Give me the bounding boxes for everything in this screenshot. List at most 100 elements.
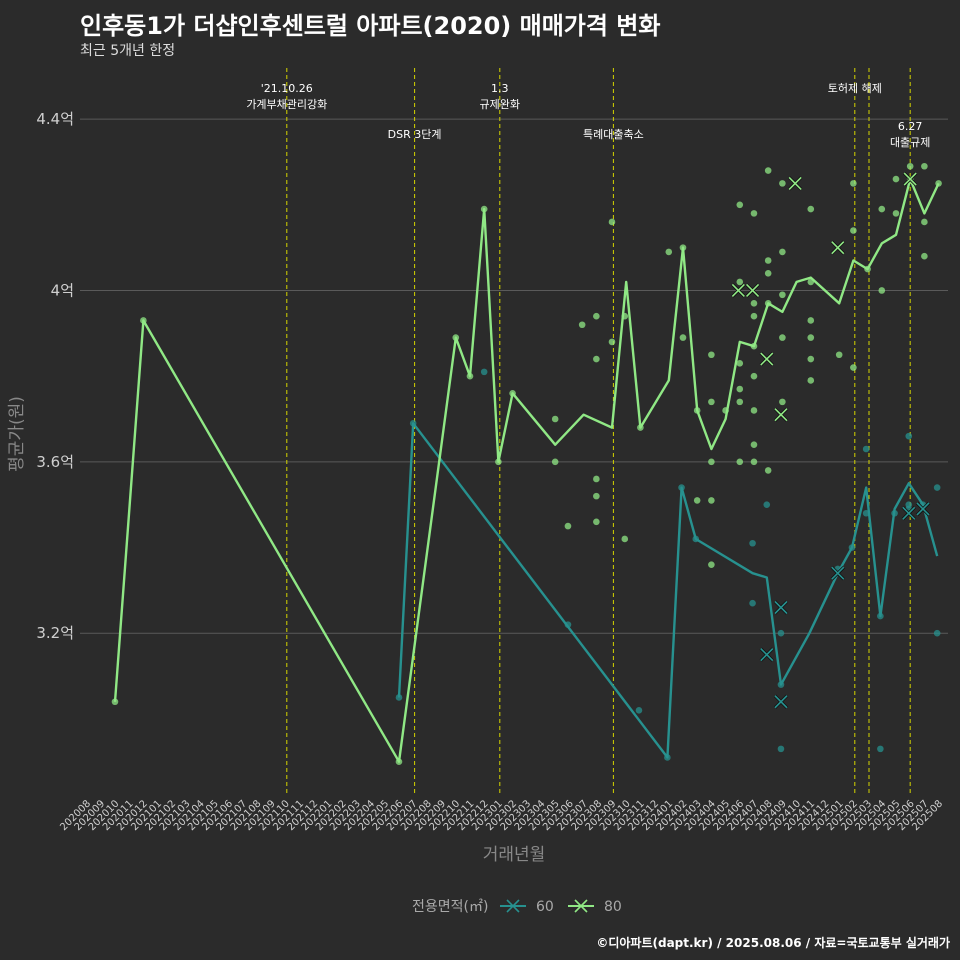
trade-point-60 bbox=[749, 539, 756, 547]
event-label: DSR 3단계 bbox=[388, 128, 442, 141]
trade-point-80 bbox=[779, 248, 786, 256]
series-line-80 bbox=[113, 177, 940, 763]
trade-point-80 bbox=[807, 334, 815, 341]
x-axis-title: 거래년월 bbox=[483, 845, 546, 865]
trade-point-80 bbox=[878, 287, 886, 294]
trade-point-80 bbox=[551, 458, 559, 466]
trade-point-80 bbox=[750, 458, 758, 466]
cross-marker-60 bbox=[774, 600, 788, 615]
trade-point-80 bbox=[608, 218, 616, 226]
trade-point-60 bbox=[877, 745, 884, 753]
trade-point-80 bbox=[779, 334, 786, 341]
trade-point-80 bbox=[621, 535, 629, 543]
legend-title: 전용면적(㎡) bbox=[412, 899, 488, 915]
trade-point-80 bbox=[750, 210, 758, 217]
y-tick-label: 3.6억 bbox=[36, 453, 74, 471]
trade-point-60 bbox=[777, 629, 785, 637]
cross-marker-60 bbox=[916, 502, 930, 516]
trade-point-80 bbox=[750, 372, 758, 380]
trade-point-80 bbox=[608, 338, 616, 346]
trade-point-80 bbox=[878, 205, 886, 213]
trade-point-80 bbox=[593, 518, 600, 526]
trade-point-80 bbox=[764, 270, 772, 277]
cross-marker-80 bbox=[903, 172, 917, 186]
trade-point-80 bbox=[708, 497, 715, 504]
trade-point-80 bbox=[807, 317, 815, 324]
trade-point-80 bbox=[750, 407, 758, 414]
trade-point-80 bbox=[578, 321, 586, 329]
legend-label-60: 60 bbox=[536, 899, 554, 915]
trade-point-80 bbox=[593, 312, 600, 320]
trade-point-80 bbox=[736, 278, 744, 286]
trade-point-80 bbox=[750, 312, 758, 320]
trade-point-80 bbox=[593, 355, 600, 363]
event-label: 1.3 bbox=[491, 82, 509, 95]
trade-point-60 bbox=[480, 368, 488, 376]
trade-point-80 bbox=[708, 398, 715, 406]
series-line-60 bbox=[397, 422, 939, 759]
trade-point-80 bbox=[736, 360, 744, 367]
trade-point-60 bbox=[777, 745, 785, 753]
cross-marker-80 bbox=[731, 283, 745, 298]
trade-point-80 bbox=[693, 497, 701, 504]
trade-point-60 bbox=[763, 501, 771, 508]
trade-point-80 bbox=[736, 385, 744, 393]
trade-point-80 bbox=[764, 167, 772, 174]
trade-point-80 bbox=[564, 522, 572, 530]
trade-point-80 bbox=[593, 492, 600, 500]
trade-point-60 bbox=[933, 629, 941, 637]
trade-point-80 bbox=[551, 415, 559, 423]
trade-point-60 bbox=[749, 599, 756, 607]
trade-point-80 bbox=[779, 291, 786, 299]
chart-subtitle: 최근 5개년 한정 bbox=[80, 43, 176, 59]
trade-point-60 bbox=[862, 445, 870, 453]
trade-point-80 bbox=[921, 252, 928, 260]
trade-point-80 bbox=[679, 334, 687, 341]
cross-marker-60 bbox=[774, 695, 788, 709]
trade-point-80 bbox=[779, 180, 786, 187]
event-label: 토허제 해제 bbox=[828, 81, 882, 95]
legend-cross-60 bbox=[506, 899, 520, 913]
trade-point-80 bbox=[708, 458, 715, 466]
trade-point-80 bbox=[764, 257, 772, 264]
trade-point-80 bbox=[708, 351, 715, 359]
cross-marker-80 bbox=[774, 408, 788, 422]
trade-point-80 bbox=[807, 377, 815, 384]
trade-point-80 bbox=[807, 355, 815, 363]
trade-point-60 bbox=[933, 484, 941, 491]
trade-point-80 bbox=[850, 364, 857, 371]
trade-point-60 bbox=[905, 432, 913, 440]
source-caption: ©디아파트(dapt.kr) / 2025.08.06 / 자료=국토교통부 실… bbox=[596, 936, 950, 950]
trade-point-80 bbox=[750, 441, 758, 449]
event-label: 가계부채관리강화 bbox=[246, 98, 327, 111]
cross-marker-80 bbox=[760, 352, 774, 366]
trade-point-80 bbox=[906, 162, 914, 170]
y-tick-label: 4억 bbox=[51, 281, 74, 299]
chart-title: 인후동1가 더샵인후센트럴 아파트(2020) 매매가격 변화 bbox=[80, 12, 661, 40]
trade-point-80 bbox=[708, 561, 715, 568]
trade-point-80 bbox=[921, 218, 928, 226]
trade-point-80 bbox=[892, 175, 900, 183]
trade-point-80 bbox=[750, 300, 758, 307]
trade-point-80 bbox=[892, 210, 900, 217]
cross-marker-60 bbox=[760, 648, 774, 662]
trade-point-80 bbox=[736, 201, 744, 209]
event-label: 규제완화 bbox=[480, 98, 520, 111]
cross-marker-60 bbox=[902, 506, 916, 520]
cross-marker-80 bbox=[788, 176, 802, 190]
cross-marker-80 bbox=[745, 283, 760, 298]
trade-point-80 bbox=[593, 475, 600, 483]
y-axis-title: 평균가(원) bbox=[7, 396, 27, 472]
trade-point-80 bbox=[850, 180, 857, 187]
trade-point-80 bbox=[921, 162, 928, 170]
legend-label-80: 80 bbox=[604, 899, 622, 915]
trade-point-80 bbox=[736, 398, 744, 406]
event-label: 특례대출축소 bbox=[583, 128, 644, 141]
trade-point-80 bbox=[736, 458, 744, 466]
y-tick-label: 3.2억 bbox=[36, 624, 74, 642]
cross-marker-80 bbox=[831, 241, 845, 255]
legend-cross-80 bbox=[574, 899, 588, 913]
trade-point-80 bbox=[807, 205, 815, 213]
trade-point-80 bbox=[779, 398, 786, 406]
